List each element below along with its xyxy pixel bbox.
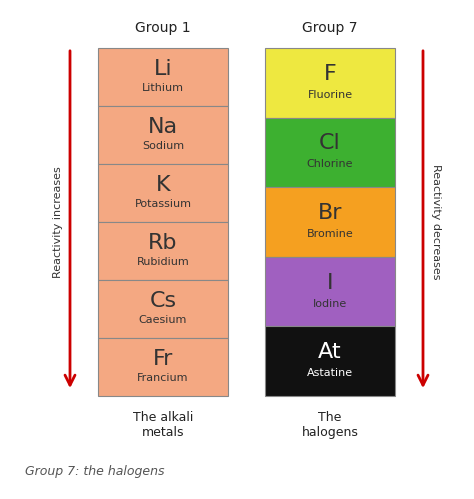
Text: Fr: Fr xyxy=(153,349,173,369)
Bar xyxy=(98,338,228,396)
Bar xyxy=(265,48,395,118)
Text: Na: Na xyxy=(148,117,178,137)
Text: Francium: Francium xyxy=(137,373,189,383)
Bar xyxy=(265,326,395,396)
Text: Li: Li xyxy=(154,59,173,79)
Text: Group 7: Group 7 xyxy=(302,21,358,35)
Bar xyxy=(98,48,228,106)
Text: The alkali
metals: The alkali metals xyxy=(133,411,193,439)
Text: Br: Br xyxy=(318,203,342,223)
Text: Cs: Cs xyxy=(149,291,176,311)
Text: Group 7: the halogens: Group 7: the halogens xyxy=(25,465,164,478)
Text: Potassium: Potassium xyxy=(135,199,191,209)
Text: At: At xyxy=(318,342,342,362)
Bar xyxy=(98,280,228,338)
Text: F: F xyxy=(324,64,337,84)
Text: Group 1: Group 1 xyxy=(135,21,191,35)
Text: Caesium: Caesium xyxy=(139,315,187,325)
Text: Bromine: Bromine xyxy=(307,229,354,239)
Text: Iodine: Iodine xyxy=(313,298,347,308)
Text: Sodium: Sodium xyxy=(142,141,184,151)
Bar xyxy=(265,118,395,187)
Bar xyxy=(98,106,228,164)
Text: Reactivity decreases: Reactivity decreases xyxy=(431,164,441,280)
Text: Cl: Cl xyxy=(319,133,341,153)
Bar xyxy=(98,222,228,280)
Text: I: I xyxy=(327,272,333,292)
Text: Astatine: Astatine xyxy=(307,368,353,378)
Text: Rubidium: Rubidium xyxy=(137,257,190,267)
Text: K: K xyxy=(155,175,170,195)
Text: The
halogens: The halogens xyxy=(301,411,358,439)
Bar xyxy=(98,164,228,222)
Text: Fluorine: Fluorine xyxy=(308,90,353,100)
Bar xyxy=(265,187,395,257)
Text: Chlorine: Chlorine xyxy=(307,159,353,169)
Text: Rb: Rb xyxy=(148,233,178,253)
Bar xyxy=(265,257,395,326)
Text: Lithium: Lithium xyxy=(142,83,184,93)
Text: Reactivity increases: Reactivity increases xyxy=(53,166,63,278)
